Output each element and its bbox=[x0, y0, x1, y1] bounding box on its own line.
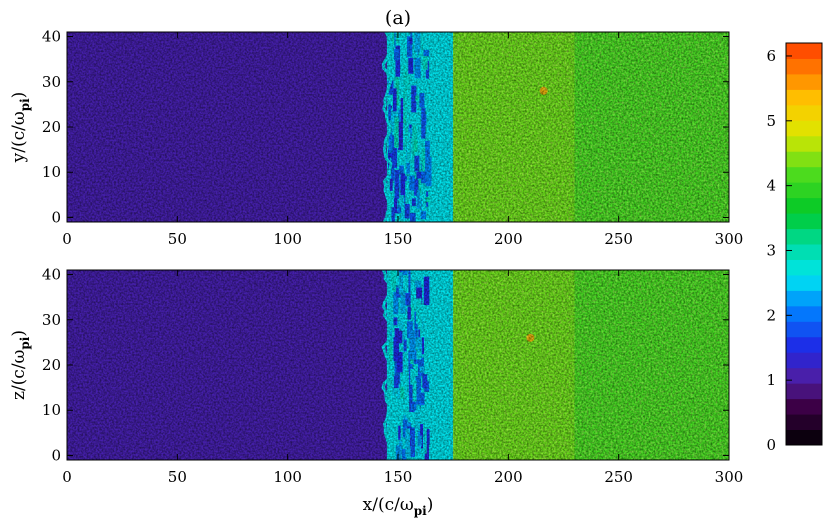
top-y-tick-label: 30 bbox=[42, 73, 61, 91]
colorbar-level bbox=[786, 352, 822, 369]
bottom-y-tick-label: 10 bbox=[42, 401, 61, 419]
bottom-y-axis-label: z/(c/ωpi) bbox=[9, 330, 32, 400]
colorbar-tick-label: 5 bbox=[766, 112, 776, 130]
top-x-tick-label: 50 bbox=[168, 230, 187, 248]
colorbar-level bbox=[786, 274, 822, 291]
colorbar-level bbox=[786, 259, 822, 276]
bottom-heatmap-field bbox=[67, 270, 729, 460]
colorbar-level bbox=[786, 429, 822, 446]
colorbar-level bbox=[786, 182, 822, 199]
colorbar-level bbox=[786, 290, 822, 307]
colorbar-ticks: 0 1 2 3 4 5 6 bbox=[766, 47, 792, 454]
colorbar-level bbox=[786, 367, 822, 384]
bottom-y-tick-label: 40 bbox=[42, 266, 61, 284]
bottom-x-ticks: 0 50 100 150 200 250 300 bbox=[62, 270, 743, 486]
bottom-x-tick-label: 0 bbox=[62, 468, 72, 486]
top-x-ticks: 0 50 100 150 200 250 300 bbox=[62, 32, 743, 248]
top-x-tick-label: 0 bbox=[62, 230, 72, 248]
colorbar-level bbox=[786, 166, 822, 183]
top-y-tick-label: 40 bbox=[42, 28, 61, 46]
top-x-tick-label: 100 bbox=[273, 230, 302, 248]
colorbar-tick-label: 3 bbox=[766, 241, 776, 259]
bottom-y-ticks: 0 10 20 30 40 bbox=[42, 266, 729, 464]
colorbar-level bbox=[786, 120, 822, 137]
bottom-y-tick-label: 20 bbox=[42, 356, 61, 374]
top-y-tick-label: 10 bbox=[42, 163, 61, 181]
colorbar-level bbox=[786, 197, 822, 214]
bottom-x-tick-label: 150 bbox=[384, 468, 413, 486]
colorbar-tick-label: 0 bbox=[766, 436, 776, 454]
top-x-tick-label: 250 bbox=[604, 230, 633, 248]
bottom-noise-light bbox=[453, 270, 729, 460]
top-y-ticks: 0 10 20 30 40 bbox=[42, 28, 729, 226]
colorbar-frame bbox=[785, 42, 823, 446]
bottom-x-tick-label: 100 bbox=[273, 468, 302, 486]
top-noise-light bbox=[453, 32, 729, 222]
panel-label: (a) bbox=[385, 7, 411, 29]
colorbar-level bbox=[786, 228, 822, 245]
bottom-x-tick-label: 50 bbox=[168, 468, 187, 486]
colorbar-tick-label: 4 bbox=[766, 177, 776, 195]
colorbar-level bbox=[786, 336, 822, 353]
colorbar-tick-label: 6 bbox=[766, 47, 776, 65]
colorbar-level bbox=[786, 73, 822, 90]
colorbar-level bbox=[786, 244, 822, 260]
top-y-tick-label: 0 bbox=[51, 208, 61, 226]
colorbar: 0 1 2 3 4 5 6 bbox=[766, 42, 823, 454]
colorbar-level bbox=[786, 398, 822, 415]
colorbar-levels bbox=[786, 43, 822, 446]
colorbar-level bbox=[786, 89, 822, 106]
top-panel: 0 50 100 150 200 250 300 0 10 20 30 40 y/(c/ωpi) bbox=[9, 28, 743, 248]
colorbar-level bbox=[786, 135, 822, 152]
colorbar-level bbox=[786, 104, 822, 121]
colorbar-level bbox=[786, 58, 822, 75]
colorbar-level bbox=[786, 383, 822, 400]
bottom-y-tick-label: 30 bbox=[42, 311, 61, 329]
bottom-y-tick-label: 0 bbox=[51, 446, 61, 464]
bottom-panel: 0 50 100 150 200 250 300 0 10 20 30 40 z/(c/ωpi) x… bbox=[9, 266, 743, 518]
colorbar-level bbox=[786, 43, 822, 59]
colorbar-tick-label: 1 bbox=[766, 371, 776, 389]
top-y-tick-label: 20 bbox=[42, 118, 61, 136]
bottom-x-tick-label: 200 bbox=[494, 468, 523, 486]
top-x-tick-label: 300 bbox=[715, 230, 744, 248]
top-y-axis-label: y/(c/ωpi) bbox=[9, 92, 32, 164]
colorbar-level bbox=[786, 305, 822, 322]
colorbar-level bbox=[786, 151, 822, 168]
top-x-tick-label: 200 bbox=[494, 230, 523, 248]
top-heatmap-field bbox=[67, 32, 729, 222]
x-axis-label: x/(c/ωpi) bbox=[363, 495, 434, 518]
bottom-x-tick-label: 250 bbox=[604, 468, 633, 486]
colorbar-level bbox=[786, 321, 822, 338]
top-x-tick-label: 150 bbox=[384, 230, 413, 248]
colorbar-tick-label: 2 bbox=[766, 306, 776, 324]
colorbar-level bbox=[786, 414, 822, 431]
bottom-x-tick-label: 300 bbox=[715, 468, 744, 486]
colorbar-level bbox=[786, 213, 822, 230]
